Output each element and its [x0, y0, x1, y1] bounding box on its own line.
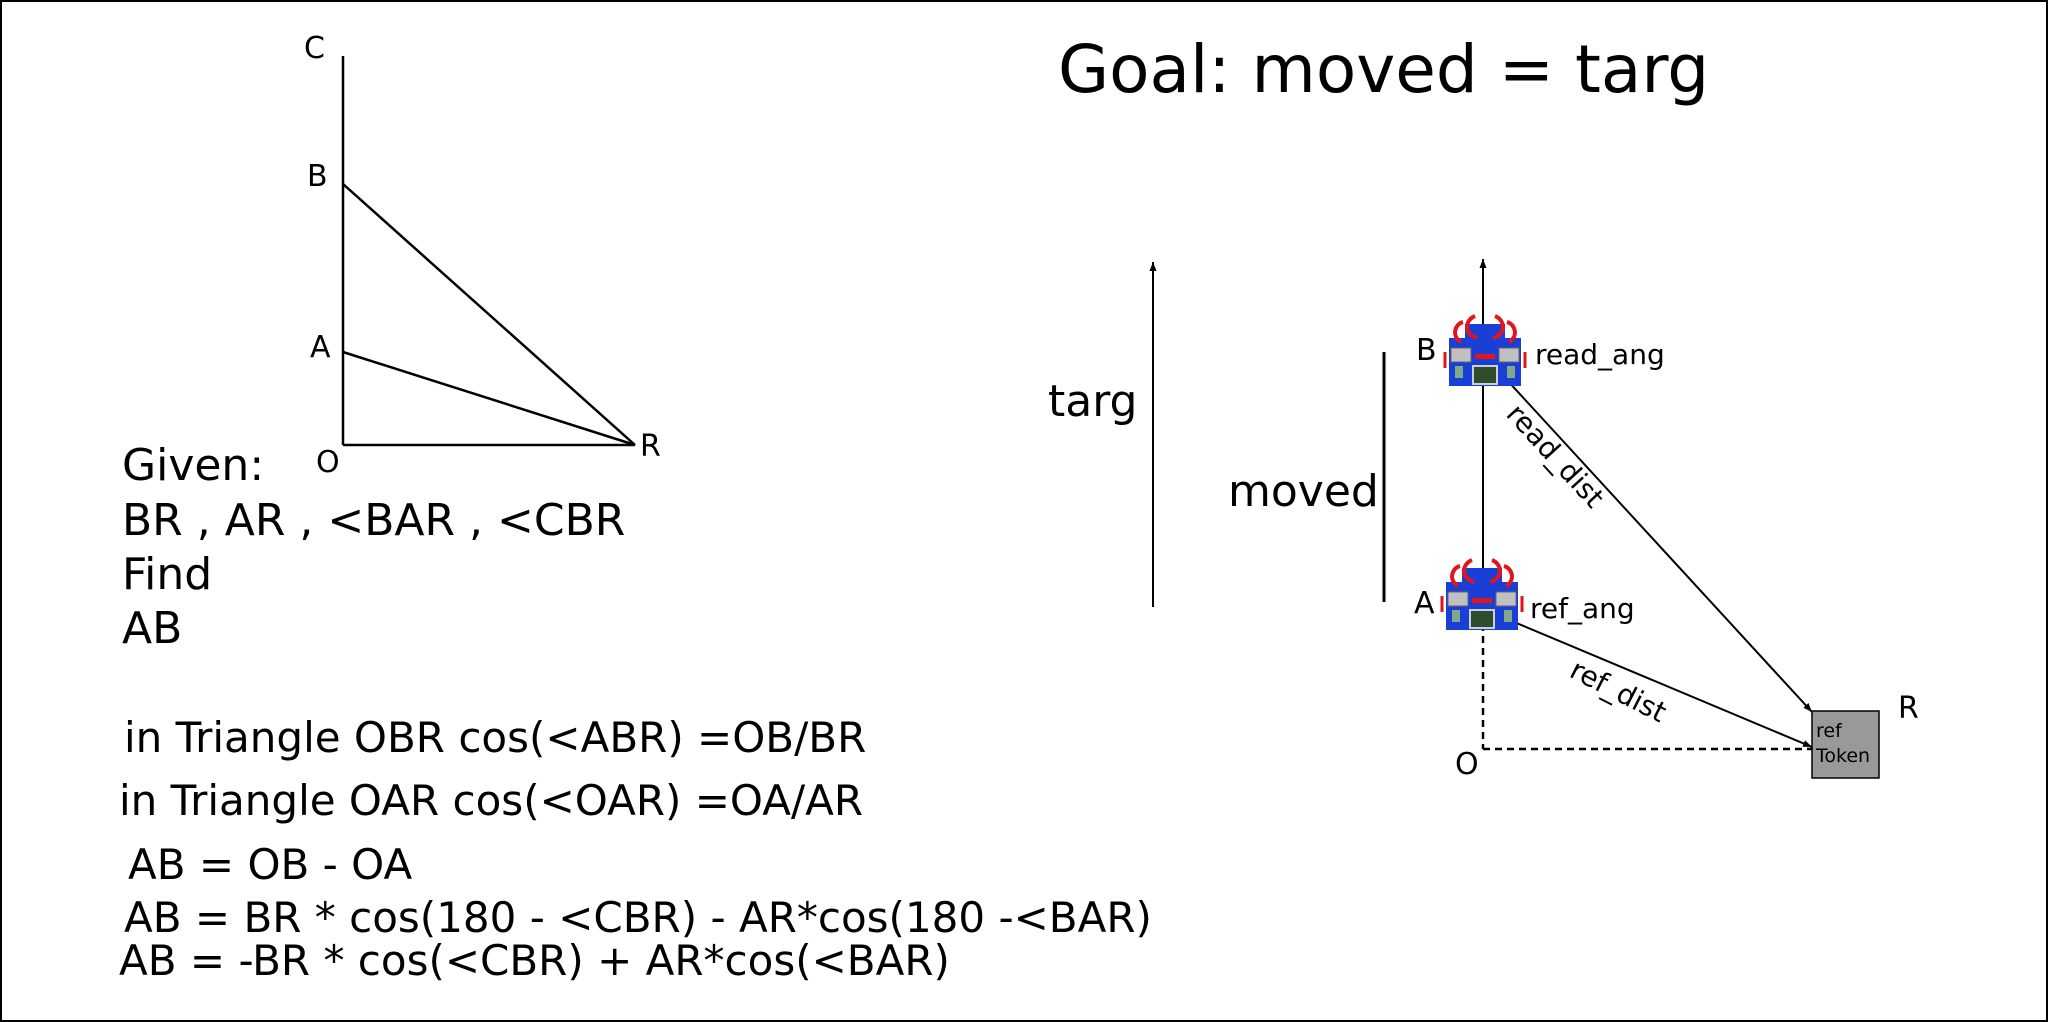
point-O-label: O [1455, 747, 1479, 782]
read-dist-label: read_dist [1500, 397, 1611, 514]
ref-token-line1: ref [1816, 720, 1843, 742]
equation-3: AB = OB - OA [128, 840, 412, 889]
given-heading: Given: [122, 440, 264, 491]
equation-2: in Triangle OAR cos(<OAR) =OA/AR [119, 776, 863, 825]
targ-label: targ [1048, 376, 1137, 427]
label-A: A [310, 330, 331, 365]
moved-label: moved [1228, 466, 1379, 517]
ref-token [1811, 710, 1880, 779]
equation-1: in Triangle OBR cos(<ABR) =OB/BR [124, 713, 866, 762]
page-title: Goal: moved = targ [1058, 31, 1709, 108]
problem-statement: Given: BR , AR , <BAR , <CBR Find AB [122, 440, 625, 654]
segment-AR [342, 350, 636, 447]
find-heading: Find [122, 549, 212, 600]
ref-dist-arrow [1494, 613, 1813, 748]
read-ang-label: read_ang [1535, 338, 1665, 371]
point-B-label: B [1416, 333, 1437, 368]
read-dist-arrow [1494, 366, 1813, 713]
triangle-diagram: C B A O R [304, 31, 661, 480]
ref-token-line2: Token [1815, 745, 1870, 767]
label-C: C [304, 31, 325, 66]
robot-diagram: targ moved B A O R read_ang ref_ang read… [1048, 259, 1919, 782]
point-A-label: A [1414, 586, 1435, 621]
equation-4: AB = BR * cos(180 - <CBR) - AR*cos(180 -… [124, 893, 1152, 942]
label-B: B [307, 159, 328, 194]
robot-at-A [1440, 558, 1524, 632]
point-R-label: R [1898, 691, 1919, 726]
given-values: BR , AR , <BAR , <CBR [122, 495, 625, 546]
equations: in Triangle OBR cos(<ABR) =OB/BR in Tria… [119, 713, 1152, 985]
robot-at-B [1443, 314, 1527, 388]
find-value: AB [122, 603, 182, 654]
ref-dist-label: ref_dist [1565, 653, 1672, 729]
label-R: R [640, 429, 661, 464]
ref-ang-label: ref_ang [1530, 592, 1635, 625]
segment-BR [342, 183, 636, 446]
label-O: O [316, 445, 340, 480]
equation-5: AB = -BR * cos(<CBR) + AR*cos(<BAR) [119, 936, 950, 985]
